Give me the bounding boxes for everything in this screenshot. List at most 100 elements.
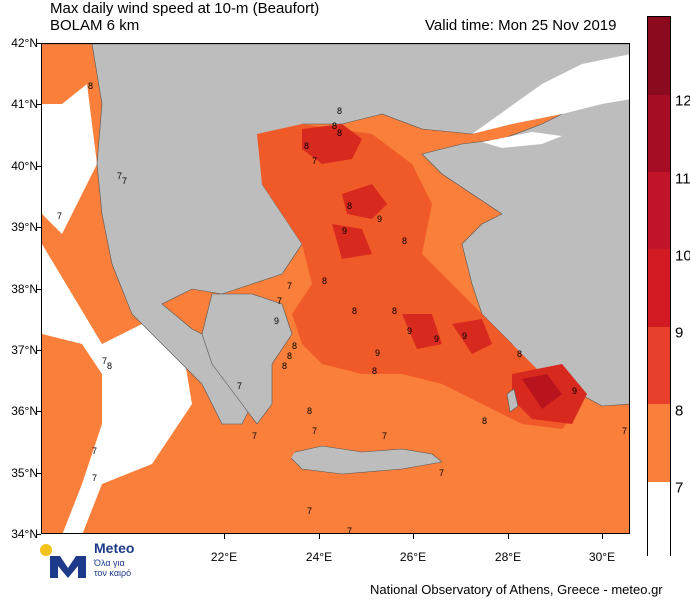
lat-tick [36, 472, 41, 474]
land-crete [286, 445, 443, 475]
lat-tick [36, 411, 41, 413]
lat-label: 39°N [11, 220, 38, 235]
colorbar-band [648, 404, 670, 482]
lat-tick [36, 534, 41, 535]
contour-label: 7 [92, 473, 97, 483]
contour-label: 8 [482, 416, 487, 426]
lon-label: 28°E [494, 550, 522, 564]
contour-label: 8 [292, 341, 297, 351]
lon-tick [224, 534, 225, 539]
lat-tick [36, 349, 41, 351]
contour-label: 8 [337, 106, 342, 116]
colorbar-label: 7 [675, 479, 684, 497]
lat-tick [36, 104, 41, 106]
lat-label: 37°N [11, 342, 38, 357]
contour-label: 8 [88, 81, 93, 91]
contour-label: 9 [462, 331, 467, 341]
colorbar-band [648, 95, 670, 172]
lat-label: 42°N [11, 36, 38, 50]
cyclades-bft9 [402, 314, 442, 349]
logo-tagline-2: τον καιρό [94, 568, 132, 578]
lat-tick [36, 43, 41, 44]
lon-label: 22°E [210, 550, 238, 564]
contour-label: 8 [347, 201, 352, 211]
lat-label: 35°N [11, 465, 38, 480]
north-aegean-bft9 [342, 184, 387, 219]
contour-label: 7 [287, 281, 292, 291]
valid-time: Valid time: Mon 25 Nov 2019 [425, 17, 617, 34]
contour-label: 7 [312, 426, 317, 436]
contour-label: 7 [102, 356, 107, 366]
contour-label: 8 [372, 366, 377, 376]
contour-label: 7 [312, 156, 317, 166]
lon-label: 30°E [588, 550, 616, 564]
contour-label: 7 [277, 296, 282, 306]
central-aegean-bft9 [332, 224, 372, 259]
contour-label: 7 [252, 431, 257, 441]
thermaic-bft9 [302, 124, 362, 164]
colorbar-label: 12 [675, 92, 690, 110]
logo-brand: Meteo [94, 540, 135, 556]
contour-label: 8 [352, 306, 357, 316]
lon-label: 24°E [305, 550, 333, 564]
logo-tagline-1: Όλα για [94, 558, 125, 568]
lat-label: 36°N [11, 404, 38, 419]
contour-label: 9 [274, 316, 279, 326]
contour-label: 9 [572, 386, 577, 396]
contour-label: 8 [402, 236, 407, 246]
land-rhodes [506, 388, 519, 413]
lon-tick [319, 534, 320, 539]
colorbar-band [648, 249, 670, 327]
lat-label: 38°N [11, 281, 38, 296]
colorbar-band [648, 17, 670, 95]
contour-label: 7 [92, 446, 97, 456]
colorbar [647, 16, 671, 557]
meteo-logo: Meteo Όλα για τον καιρό [32, 538, 182, 588]
contour-label: 7 [439, 468, 444, 478]
map-title: Max daily wind speed at 10-m (Beaufort) [50, 0, 320, 17]
lat-tick [36, 288, 41, 290]
contour-label: 8 [322, 276, 327, 286]
contour-label: 7 [237, 381, 242, 391]
land-peloponnese [201, 293, 293, 425]
lon-label: 26°E [399, 550, 427, 564]
contour-label: 9 [407, 326, 412, 336]
sea-south [262, 424, 382, 533]
rhodes-bft10 [522, 374, 562, 409]
contour-label: 7 [382, 431, 387, 441]
lat-label: 41°N [11, 97, 38, 112]
sea-black [472, 54, 629, 134]
dodecanese-bft9 [452, 319, 492, 354]
contour-label: 7 [122, 176, 127, 186]
lon-tick [602, 534, 603, 539]
contour-label: 8 [392, 306, 397, 316]
contour-label: 7 [117, 171, 122, 181]
sea-marmara [482, 132, 562, 148]
colorbar-band [648, 327, 670, 404]
calm-area-adriatic [42, 74, 97, 234]
colorbar-label: 9 [675, 324, 684, 342]
meteo-logo-icon [40, 544, 86, 578]
contour-label: 8 [307, 406, 312, 416]
lat-tick [36, 227, 41, 229]
contour-label: 7 [307, 506, 312, 516]
sea-ionian-west [42, 334, 102, 533]
colorbar-label: 8 [675, 402, 684, 420]
contour-label: 8 [107, 361, 112, 371]
model-name: BOLAM 6 km [50, 17, 140, 34]
contour-label: 8 [332, 121, 337, 131]
colorbar-label: 10 [675, 247, 690, 265]
contour-label: 9 [375, 348, 380, 358]
contour-label: 8 [517, 349, 522, 359]
lon-tick [508, 534, 509, 539]
contour-label: 9 [342, 226, 347, 236]
contour-label: 8 [337, 128, 342, 138]
contour-label: 9 [434, 334, 439, 344]
lon-tick [413, 534, 414, 539]
lat-label: 34°N [11, 527, 38, 541]
contour-label: 7 [347, 526, 352, 534]
aegean-bft8 [257, 124, 582, 429]
colorbar-label: 11 [675, 170, 690, 188]
